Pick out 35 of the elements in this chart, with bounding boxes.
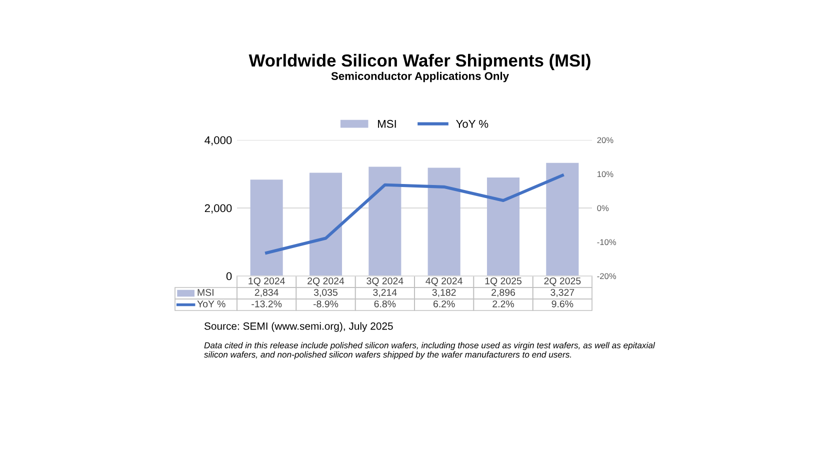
y2-tick-label: 0%	[597, 205, 609, 212]
text: MSI	[198, 288, 214, 296]
y-tick-label: 0	[226, 272, 232, 280]
x-tick-label: 1Q 2024	[248, 277, 285, 286]
x-tick-label: 1Q 2025	[485, 277, 522, 286]
data-label: 9.6%	[552, 300, 574, 308]
chart-subtitle: Semiconductor Applications Only	[331, 72, 509, 82]
y-tick-label: 2,000	[204, 204, 232, 214]
data-label: 3,327	[550, 288, 574, 298]
data-label: 3,182	[432, 288, 456, 298]
legend-label: MSI	[378, 120, 396, 128]
data-label: 3,035	[314, 288, 338, 298]
data-label: -8.9%	[313, 300, 338, 308]
data-label: 2.2%	[492, 300, 514, 308]
y2-tick-label: 10%	[597, 171, 614, 178]
data-label: 6.8%	[374, 300, 396, 308]
text: YoY %	[197, 300, 226, 308]
line-series	[265, 174, 564, 254]
data-label: 2,834	[254, 288, 278, 298]
y2-tick-label: -20%	[597, 273, 616, 280]
y2-tick-label: 20%	[597, 137, 614, 144]
data-label: 2,896	[492, 288, 515, 298]
text: Data cited in this release include polished silicon wafers, including those used as virgin test wafers, as well as epitaxial silicon wafers, and non-polished silicon wafers shipped by the wafer manufacturers to end users.	[204, 342, 656, 360]
x-tick-label: 2Q 2024	[308, 277, 344, 286]
data-label: 6.2%	[433, 300, 455, 308]
legend-label: YoY %	[456, 120, 488, 128]
x-tick-label: 4Q 2024	[426, 277, 462, 286]
x-tick-label: 2Q 2025	[544, 277, 581, 286]
source-note: Source: SEMI (www.semi.org), July 2025	[204, 322, 393, 332]
chart-title: Worldwide Silicon Wafer Shipments (MSI)	[248, 54, 590, 70]
data-label: -13.2%	[252, 300, 282, 308]
data-label: 3,214	[373, 288, 397, 298]
x-tick-label: 3Q 2024	[366, 277, 404, 286]
y-tick-label: 4,000	[204, 136, 232, 146]
y2-tick-label: -10%	[597, 239, 616, 246]
